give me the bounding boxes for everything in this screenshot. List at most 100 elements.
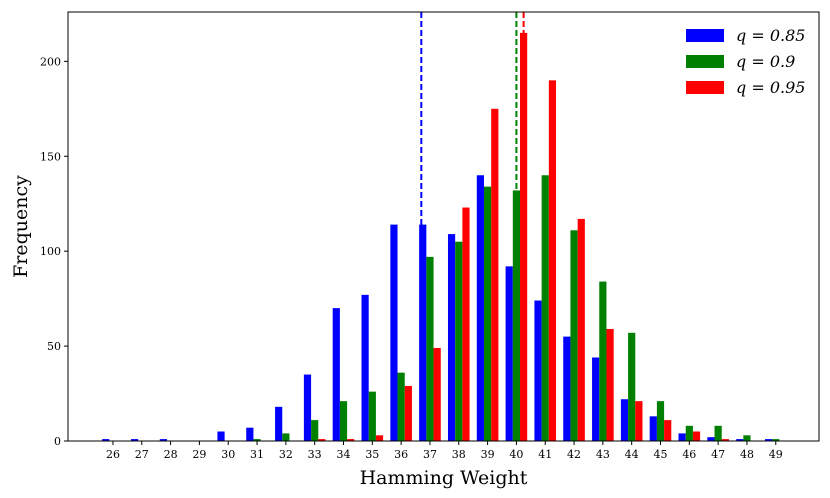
x-tick-label: 28 (164, 448, 178, 461)
legend-swatch-1 (686, 29, 724, 42)
x-tick-label: 44 (625, 448, 639, 461)
bar-series-1-36 (390, 224, 398, 441)
bar-series-2-33 (311, 420, 319, 441)
bar-series-1-39 (476, 175, 484, 441)
bar-series-1-47 (707, 437, 715, 441)
bar-series-2-42 (570, 230, 578, 441)
bar-series-1-43 (592, 357, 600, 441)
y-tick-label: 50 (47, 340, 61, 353)
x-tick-label: 47 (711, 448, 725, 461)
bar-series-3-42 (577, 218, 585, 441)
bar-series-3-39 (491, 108, 499, 441)
bar-series-2-32 (282, 433, 290, 441)
bar-series-1-41 (534, 300, 542, 441)
y-tick-label: 200 (40, 55, 61, 68)
x-tick-label: 26 (106, 448, 120, 461)
bar-series-2-34 (339, 401, 348, 441)
bar-series-2-40 (512, 190, 521, 441)
bar-series-3-44 (635, 401, 643, 441)
x-tick-label: 27 (135, 448, 149, 461)
legend-label-3: q = 0.95 (736, 78, 805, 97)
x-tick-label: 38 (452, 448, 466, 461)
bar-series-2-47 (714, 425, 722, 441)
x-tick-label: 35 (365, 448, 379, 461)
y-axis-ticks: 0 50 100 150 200 (40, 55, 68, 448)
bar-series-1-38 (447, 234, 456, 441)
bar-series-3-43 (606, 329, 614, 441)
bar-series-3-37 (433, 347, 441, 441)
bar-series-2-31 (253, 439, 261, 441)
bar-series-2-48 (743, 435, 751, 441)
bar-series-2-49 (772, 439, 780, 441)
bar-series-2-44 (628, 332, 636, 441)
bar-series-2-38 (455, 241, 463, 441)
y-axis-label: Frequency (10, 175, 32, 278)
y-tick-label: 100 (40, 245, 61, 258)
bar-series-1-46 (678, 433, 686, 441)
bar-series-2-41 (541, 175, 549, 441)
x-tick-label: 45 (654, 448, 668, 461)
bar-series-1-28 (159, 439, 167, 441)
bar-series-2-37 (426, 256, 434, 441)
legend: q = 0.85 q = 0.9 q = 0.95 (686, 26, 805, 97)
x-tick-label: 36 (394, 448, 408, 461)
y-tick-label: 0 (54, 435, 61, 448)
bar-series-3-47 (721, 439, 729, 441)
x-tick-label: 34 (337, 448, 351, 461)
legend-label-2: q = 0.9 (736, 52, 795, 71)
x-tick-label: 39 (481, 448, 495, 461)
plot-frame (67, 11, 820, 442)
x-tick-label: 37 (423, 448, 437, 461)
x-tick-label: 32 (279, 448, 293, 461)
bar-series-1-27 (130, 439, 139, 441)
bar-series-2-39 (483, 186, 492, 441)
bar-series-3-40 (520, 32, 528, 441)
x-tick-label: 30 (221, 448, 235, 461)
bar-series-2-45 (656, 401, 665, 441)
x-tick-label: 40 (509, 448, 523, 461)
bar-series-3-34 (347, 439, 355, 441)
x-tick-label: 41 (538, 448, 552, 461)
legend-swatch-3 (686, 81, 724, 94)
bar-series-2-43 (599, 281, 607, 441)
bar-series-1-44 (620, 399, 629, 441)
bar-series-1-42 (563, 336, 571, 441)
x-tick-label: 43 (596, 448, 610, 461)
bar-series-3-36 (404, 385, 412, 441)
bar-series-3-45 (664, 420, 672, 441)
bar-series-1-34 (332, 308, 340, 441)
y-tick-label: 150 (40, 150, 61, 163)
bar-series-3-41 (548, 80, 557, 441)
x-tick-label: 49 (769, 448, 783, 461)
bar-series-3-35 (375, 435, 384, 441)
x-tick-label: 42 (567, 448, 581, 461)
bar-series-2-46 (685, 425, 693, 441)
x-tick-label: 33 (308, 448, 322, 461)
bars-group (102, 32, 780, 441)
bar-series-1-26 (102, 439, 110, 441)
bar-series-1-45 (649, 416, 657, 441)
bar-series-3-46 (692, 431, 701, 441)
x-tick-label: 31 (250, 448, 264, 461)
x-tick-label: 29 (192, 448, 206, 461)
bar-series-2-35 (368, 391, 376, 441)
bar-series-1-35 (361, 294, 369, 441)
bar-series-3-33 (318, 439, 326, 441)
bar-series-1-31 (246, 427, 254, 441)
bar-series-1-32 (275, 406, 283, 441)
legend-label-1: q = 0.85 (736, 26, 805, 45)
bar-series-1-49 (764, 439, 773, 441)
x-tick-label: 48 (740, 448, 754, 461)
x-axis-ticks: 26 27 28 29 30 31 32 33 34 35 36 37 38 39 40 41 42 43 44 45… (106, 441, 783, 461)
bar-series-1-33 (303, 374, 312, 441)
bar-series-1-48 (736, 439, 744, 441)
x-tick-label: 46 (682, 448, 696, 461)
bar-series-1-37 (419, 224, 427, 441)
x-axis-label: Hamming Weight (360, 467, 528, 489)
bar-series-1-30 (217, 431, 225, 441)
bar-series-3-38 (462, 207, 470, 441)
bar-series-2-36 (397, 372, 405, 441)
legend-swatch-2 (686, 55, 724, 68)
bar-series-1-40 (505, 266, 513, 441)
